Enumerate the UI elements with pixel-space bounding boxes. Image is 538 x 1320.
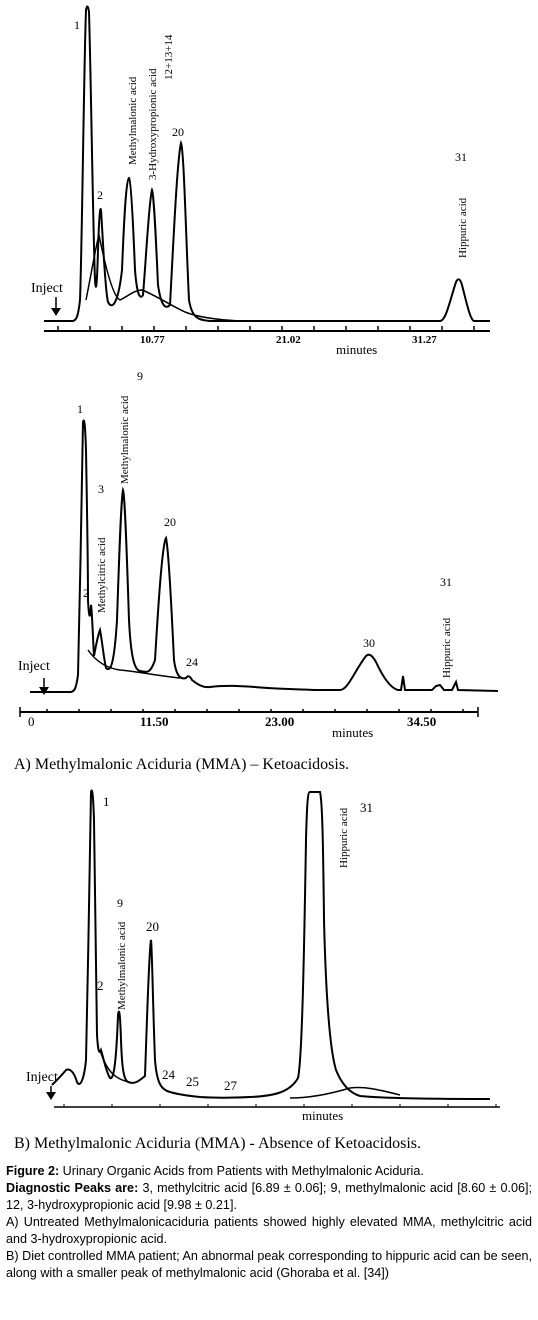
peak-labels: 1 2 Methylcitric acid 3 9 Methylmalonic … [77,369,453,678]
peak-label: Methylmalonic acid [127,76,139,165]
tick-label: 21.02 [276,334,301,346]
diagnostic-peaks-label: Diagnostic Peaks are: [6,1181,139,1195]
baseline-envelope [85,234,241,322]
peak-label: 9 [137,369,143,383]
peak-label: 27 [224,1078,238,1093]
x-axis: minutes [54,1104,500,1123]
diagnostic-peaks-text: 3, methylcitric acid [6.89 ± 0.06]; 9, m… [6,1181,532,1212]
inject-label: Inject [31,281,63,296]
trace-line [44,5,490,322]
tick-label: 31.27 [412,334,437,346]
peak-labels: 1 2 9 Methylmalonic acid 20 24 25 27 31 … [97,794,373,1093]
peak-label: 1 [77,402,83,416]
inject-marker: Inject [31,281,63,316]
peak-label: Methylcitric acid [96,537,108,613]
x-axis-title: minutes [302,1108,343,1123]
x-axis-title: minutes [332,725,373,740]
caption-title-text: Urinary Organic Acids from Patients with… [59,1164,424,1178]
peak-label: 31 [440,575,452,589]
trace-line [51,789,491,1100]
caption-diagnostic-peaks: Diagnostic Peaks are: 3, methylcitric ac… [6,1180,532,1214]
inject-marker: Inject [18,659,50,695]
peak-label: 9 [117,896,123,910]
baseline-envelope [87,649,181,679]
panel-label-b: B) Methylmalonic Aciduria (MMA) - Absenc… [14,1135,422,1152]
peak-label: Methylmalonic acid [116,921,128,1010]
caption-title: Figure 2: Urinary Organic Acids from Pat… [6,1163,532,1180]
chromatogram-a-lower-trace [30,419,499,693]
peak-label: Hippuric acid [338,807,350,868]
chromatogram-b-trace [51,789,491,1100]
peak-label: 20 [172,125,184,139]
inject-label: Inject [26,1070,58,1085]
chromatogram-a-upper: Inject 10.77 21.02 31.27 minutes 1 2 Met… [31,5,490,357]
caption-line-b: B) Diet controlled MMA patient; An abnor… [6,1249,532,1280]
panel-label-a: A) Methylmalonic Aciduria (MMA) – Ketoac… [14,756,350,773]
peak-label: 2 [97,978,104,993]
x-axis-title: minutes [336,342,377,357]
peak-label: 3 [98,482,104,496]
tick-label: 11.50 [140,714,169,729]
peak-label: 20 [164,515,176,529]
peak-label: 3-Hydroxypropionic acid [147,68,159,180]
tick-label: 34.50 [407,714,436,729]
peak-label: 31 [360,800,373,815]
peak-label: 12+13+14 [163,34,175,80]
peak-label: 24 [162,1067,176,1082]
inject-marker: Inject [26,1070,58,1100]
peak-label: 1 [103,794,110,809]
tick-label: 23.00 [265,714,294,729]
peak-label: Methylmalonic acid [119,395,131,484]
peak-label: 2 [83,586,89,600]
peak-label: 24 [186,655,198,669]
peak-label: 25 [186,1074,199,1089]
baseline-envelope [99,1049,401,1099]
peak-label: 20 [146,919,159,934]
x-axis: 0 11.50 23.00 34.50 minutes [19,707,479,740]
peak-label: Hippuric acid [441,617,453,678]
peak-label: 2 [97,188,103,202]
peak-label: 1 [74,18,80,32]
peak-label: 31 [455,150,467,164]
chromatogram-b: Inject minutes 1 2 9 Methylmalonic acid … [26,789,500,1123]
x-axis: 10.77 21.02 31.27 minutes [44,326,490,357]
trace-line [30,419,499,693]
chromatogram-a-upper-trace [44,5,490,322]
inject-label: Inject [18,659,50,674]
tick-label: 0 [28,714,35,729]
caption-line-a: A) Untreated Methylmalonicaciduria patie… [6,1215,532,1246]
tick-label: 10.77 [140,334,165,346]
figure-caption: Figure 2: Urinary Organic Acids from Pat… [6,1163,532,1282]
peak-labels: 1 2 Methylmalonic acid 3-Hydroxypropioni… [74,18,469,258]
figure-label: Figure 2: [6,1164,60,1178]
chromatogram-a-lower: Inject 0 11.50 23.00 34.50 minutes 1 2 M… [18,369,499,740]
peak-label: Hippuric acid [457,197,469,258]
peak-label: 30 [363,636,375,650]
